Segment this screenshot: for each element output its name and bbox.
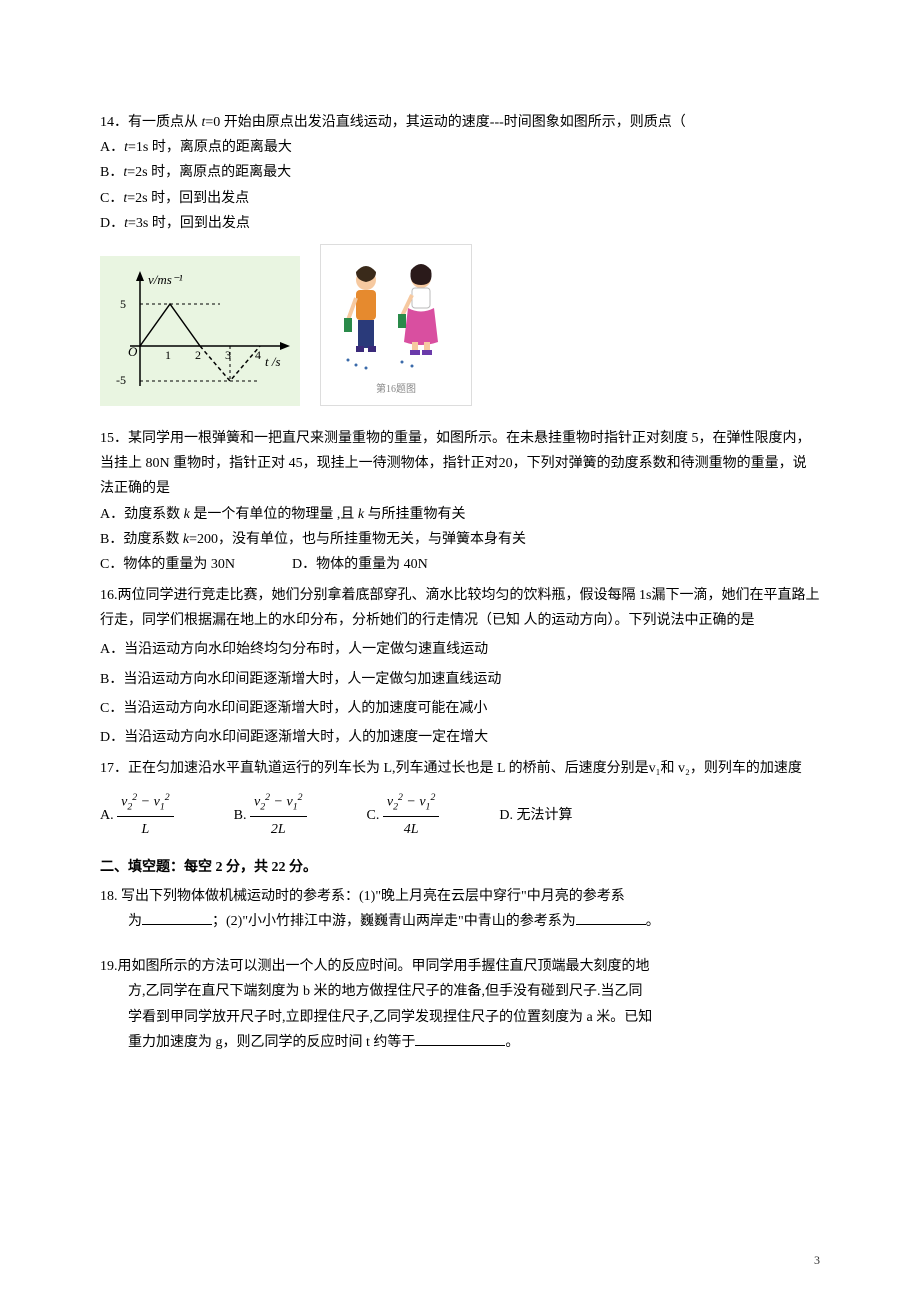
- q19-line3: 学看到甲同学放开尺子时,立即捏住尺子,乙同学发现捏住尺子的位置刻度为 a 米。已…: [100, 1005, 820, 1030]
- q16-stem: 16.两位同学进行竞走比赛，她们分别拿着底部穿孔、滴水比较均匀的饮料瓶，假设每隔…: [100, 583, 820, 633]
- q17-options-row: A. v22 − v12 L B. v22 − v12 2L C. v22 − …: [100, 789, 820, 842]
- q19-seg-b: 。: [505, 1035, 519, 1050]
- q17-option-a: A. v22 − v12 L: [100, 789, 174, 842]
- q16-option-c: C．当沿运动方向水印间距逐渐增大时，人的加速度可能在减小: [100, 696, 820, 721]
- q14-option-c: C．t=2s 时，回到出发点: [100, 186, 820, 211]
- q19-line1: 19.用如图所示的方法可以测出一个人的反应时间。甲同学用手握住直尺顶端最大刻度的…: [100, 954, 820, 979]
- q17-option-c: C. v22 − v12 4L: [367, 789, 440, 842]
- q17-frac-a: v22 − v12 L: [117, 789, 174, 842]
- q14-option-a: A．t=1s 时，离原点的距离最大: [100, 135, 820, 160]
- xtick-2: 2: [195, 348, 201, 362]
- page: 14．有一质点从 t=0 开始由原点出发沿直线运动，其运动的速度---时间图象如…: [0, 0, 920, 1302]
- q16-option-b: B．当沿运动方向水印间距逐渐增大时，人一定做匀加速直线运动: [100, 667, 820, 692]
- xlabel: t /s: [265, 354, 281, 369]
- q14-option-d: D．t=3s 时，回到出发点: [100, 211, 820, 236]
- origin-label: O: [128, 344, 138, 359]
- figure-block: 5 -5 1 2 3 4 v/ms⁻¹ t /s O: [100, 244, 820, 406]
- q17-stem: 17．正在匀加速沿水平直轨道运行的列车长为 L,列车通过长也是 L 的桥前、后速…: [100, 756, 820, 781]
- ytick-neg5: -5: [116, 373, 126, 387]
- question-15: 15．某同学用一根弹簧和一把直尺来测量重物的重量，如图所示。在未悬挂重物时指针正…: [100, 426, 820, 577]
- question-16: 16.两位同学进行竞走比赛，她们分别拿着底部穿孔、滴水比较均匀的饮料瓶，假设每隔…: [100, 583, 820, 750]
- q15-option-c: C．物体的重量为 30N: [100, 557, 235, 572]
- q15-option-a: A．劲度系数 k 是一个有单位的物理量 ,且 k 与所挂重物有关: [100, 502, 820, 527]
- q18-seg-a: 为: [128, 914, 142, 929]
- q17-option-d: D. 无法计算: [499, 803, 572, 828]
- ytick-5: 5: [120, 297, 126, 311]
- q15-stem: 15．某同学用一根弹簧和一把直尺来测量重物的重量，如图所示。在未悬挂重物时指针正…: [100, 426, 820, 502]
- children-illustration: 第16题图: [320, 244, 472, 406]
- q18-line2: 为 ；(2)"小小竹排江中游，巍巍青山两岸走"中青山的参考系为 。: [100, 909, 820, 934]
- q17-b-label: B.: [234, 808, 247, 823]
- page-number: 3: [814, 1250, 820, 1272]
- q16-option-d: D．当沿运动方向水印间距逐渐增大时，人的加速度一定在增大: [100, 725, 820, 750]
- q16-option-a: A．当沿运动方向水印始终均匀分布时，人一定做匀速直线运动: [100, 637, 820, 662]
- ylabel: v/ms⁻¹: [148, 272, 183, 287]
- q17-option-b: B. v22 − v12 2L: [234, 789, 307, 842]
- question-18: 18. 写出下列物体做机械运动时的参考系：(1)"晚上月亮在云层中穿行"中月亮的…: [100, 884, 820, 934]
- question-19: 19.用如图所示的方法可以测出一个人的反应时间。甲同学用手握住直尺顶端最大刻度的…: [100, 954, 820, 1055]
- q19-line4: 重力加速度为 g，则乙同学的反应时间 t 约等于 。: [100, 1030, 820, 1055]
- q15-option-d: D．物体的重量为 40N: [292, 557, 428, 572]
- q17-c-label: C.: [367, 808, 380, 823]
- section-2-title: 二、填空题：每空 2 分，共 22 分。: [100, 855, 820, 880]
- vt-graph-svg: 5 -5 1 2 3 4 v/ms⁻¹ t /s O: [100, 256, 300, 406]
- q19-seg-a: 重力加速度为 g，则乙同学的反应时间 t 约等于: [128, 1035, 415, 1050]
- q14-stem: 14．有一质点从 t=0 开始由原点出发沿直线运动，其运动的速度---时间图象如…: [100, 110, 820, 135]
- q18-seg-c: 。: [646, 914, 660, 929]
- q15-option-b: B．劲度系数 k=200，没有单位，也与所挂重物无关，与弹簧本身有关: [100, 527, 820, 552]
- blank-2: [576, 910, 646, 925]
- q14-option-b: B．t=2s 时，离原点的距离最大: [100, 160, 820, 185]
- illus-caption: 第16题图: [376, 382, 416, 395]
- q17-a-label: A.: [100, 808, 114, 823]
- blank-1: [142, 910, 212, 925]
- q17-frac-b: v22 − v12 2L: [250, 789, 307, 842]
- q18-line1: 18. 写出下列物体做机械运动时的参考系：(1)"晚上月亮在云层中穿行"中月亮的…: [100, 884, 820, 909]
- question-17: 17．正在匀加速沿水平直轨道运行的列车长为 L,列车通过长也是 L 的桥前、后速…: [100, 756, 820, 781]
- question-14: 14．有一质点从 t=0 开始由原点出发沿直线运动，其运动的速度---时间图象如…: [100, 110, 820, 236]
- q17-frac-c: v22 − v12 4L: [383, 789, 440, 842]
- children-svg: 第16题图: [326, 250, 466, 400]
- blank-3: [415, 1031, 505, 1046]
- q19-line2: 方,乙同学在直尺下端刻度为 b 米的地方做捏住尺子的准备,但手没有碰到尺子.当乙…: [100, 979, 820, 1004]
- q18-seg-b: ；(2)"小小竹排江中游，巍巍青山两岸走"中青山的参考系为: [212, 914, 576, 929]
- vt-graph: 5 -5 1 2 3 4 v/ms⁻¹ t /s O: [100, 256, 300, 406]
- xtick-1: 1: [165, 348, 171, 362]
